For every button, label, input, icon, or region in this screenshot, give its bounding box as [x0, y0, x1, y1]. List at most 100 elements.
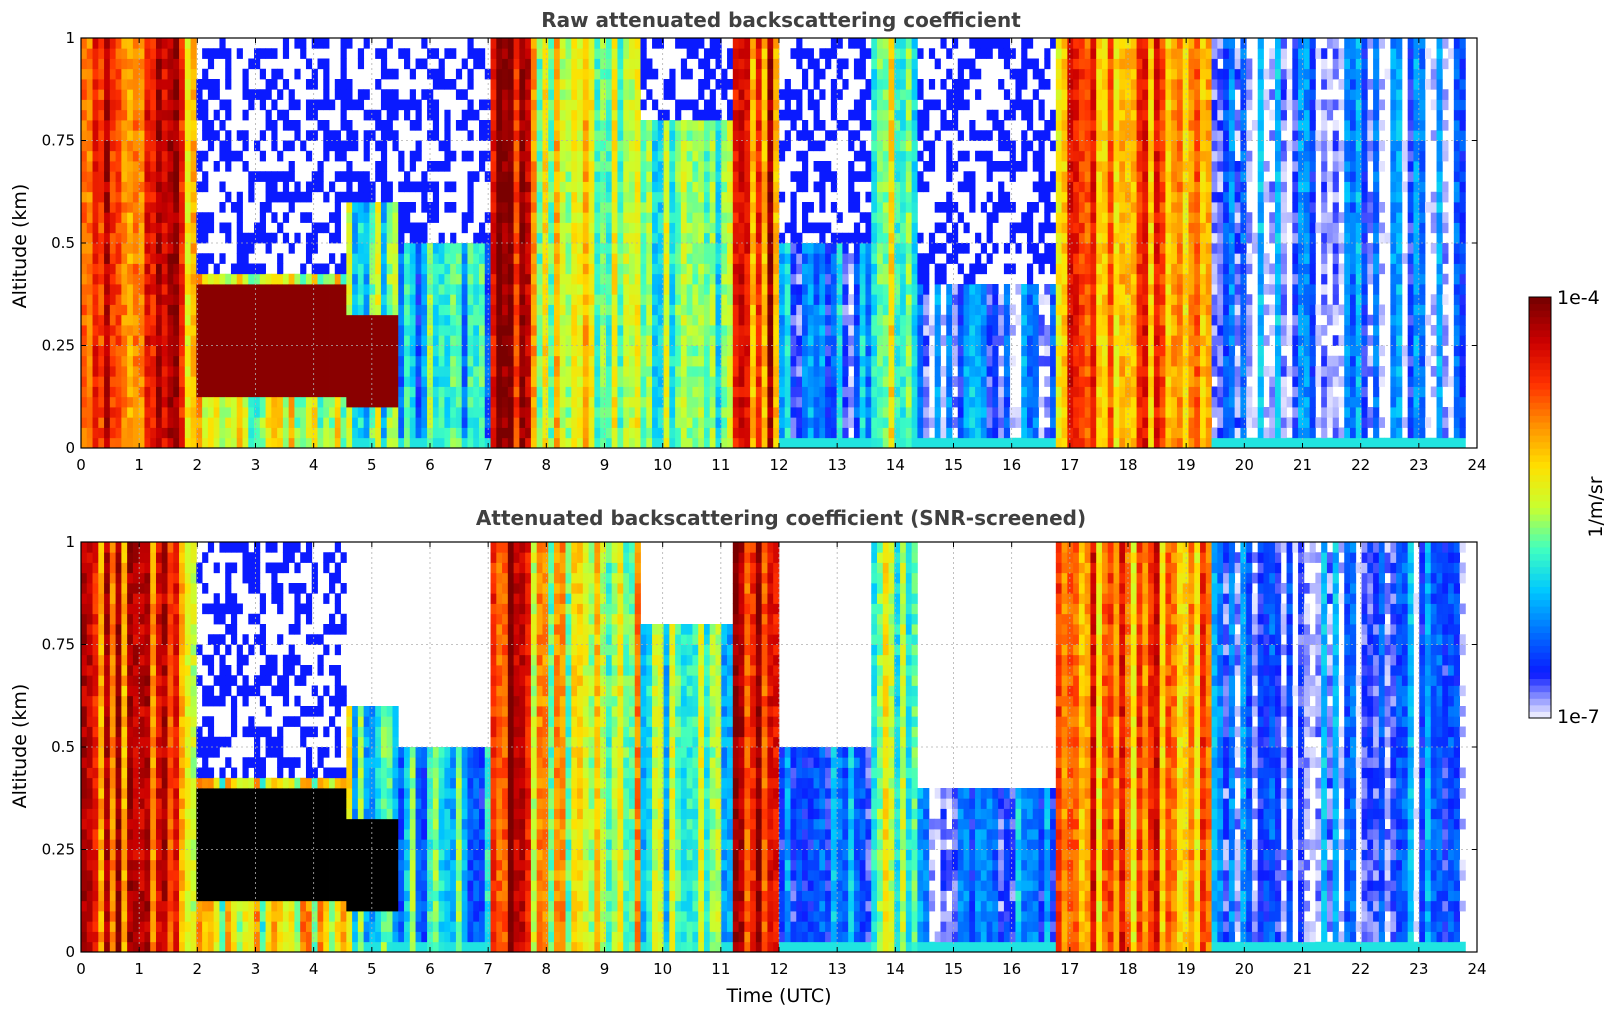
- heatmap-cell: [744, 89, 751, 100]
- heatmap-cell: [144, 99, 151, 111]
- heatmap-cell: [173, 181, 180, 193]
- heatmap-cell: [398, 376, 405, 387]
- heatmap-cell: [409, 314, 416, 326]
- heatmap-cell: [848, 386, 855, 398]
- heatmap-cell: [138, 376, 145, 387]
- heatmap-cell: [213, 427, 220, 439]
- heatmap-cell: [294, 417, 301, 428]
- heatmap-cell: [86, 68, 93, 80]
- heatmap-cell: [767, 68, 774, 80]
- heatmap-cell: [859, 253, 866, 264]
- heatmap-cell: [640, 161, 647, 172]
- heatmap-cell: [588, 376, 595, 387]
- heatmap-cell: [92, 263, 99, 275]
- heatmap-cell: [127, 191, 134, 203]
- heatmap-cell: [530, 345, 538, 357]
- heatmap-cell: [115, 407, 122, 418]
- heatmap-cell: [450, 366, 457, 377]
- heatmap-cell: [282, 396, 290, 408]
- heatmap-cell: [859, 150, 866, 162]
- heatmap-cell: [617, 68, 624, 80]
- heatmap-cell: [496, 212, 503, 223]
- heatmap-cell: [692, 304, 699, 316]
- heatmap-cell: [311, 273, 318, 285]
- heatmap-cell: [213, 345, 220, 357]
- heatmap-cell: [513, 243, 520, 254]
- heatmap-cell: [559, 120, 566, 131]
- heatmap-cell: [132, 437, 140, 449]
- heatmap-cell: [121, 314, 128, 326]
- heatmap-cell: [721, 355, 728, 367]
- heatmap-cell: [761, 345, 768, 357]
- heatmap-cell: [548, 314, 555, 326]
- heatmap-cell: [271, 345, 278, 357]
- heatmap-cell: [386, 253, 393, 264]
- heatmap-cell: [138, 417, 145, 428]
- heatmap-cell: [305, 437, 313, 449]
- heatmap-cell: [553, 161, 561, 172]
- heatmap-cell: [871, 325, 878, 336]
- heatmap-cell: [871, 366, 878, 377]
- heatmap-cell: [329, 140, 336, 152]
- heatmap-cell: [744, 427, 751, 439]
- heatmap-cell: [917, 294, 924, 305]
- heatmap-cell: [490, 427, 497, 439]
- heatmap-cell: [628, 181, 636, 193]
- heatmap-cell: [698, 58, 705, 70]
- heatmap-cell: [571, 437, 578, 449]
- heatmap-cell: [236, 335, 243, 346]
- heatmap-cell: [150, 253, 157, 264]
- heatmap-cell: [703, 335, 711, 346]
- heatmap-cell: [715, 222, 722, 234]
- heatmap-cell: [628, 109, 636, 121]
- heatmap-cell: [421, 284, 428, 295]
- heatmap-cell: [553, 212, 561, 223]
- heatmap-cell: [109, 109, 117, 121]
- heatmap-cell: [600, 314, 607, 326]
- heatmap-cell: [709, 345, 716, 357]
- heatmap-cell: [640, 376, 647, 387]
- heatmap-cell: [894, 48, 901, 59]
- heatmap-cell: [640, 355, 647, 367]
- heatmap-cell: [502, 171, 509, 182]
- heatmap-cell: [877, 222, 884, 234]
- heatmap-cell: [92, 243, 99, 254]
- heatmap-cell: [582, 48, 589, 59]
- heatmap-cell: [323, 140, 330, 152]
- heatmap-cell: [490, 314, 497, 326]
- heatmap-cell: [819, 181, 826, 193]
- heatmap-cell: [81, 222, 88, 234]
- heatmap-cell: [467, 376, 474, 387]
- heatmap-cell: [363, 109, 370, 121]
- heatmap-cell: [553, 140, 561, 152]
- heatmap-cell: [611, 437, 618, 449]
- heatmap-cell: [571, 222, 578, 234]
- heatmap-cell: [415, 427, 422, 439]
- heatmap-cell: [646, 232, 653, 244]
- heatmap-cell: [121, 376, 128, 387]
- heatmap-cell: [807, 253, 814, 264]
- heatmap-cell: [784, 355, 791, 367]
- heatmap-cell: [680, 232, 688, 244]
- heatmap-cell: [461, 335, 468, 346]
- heatmap-cell: [86, 345, 93, 357]
- heatmap-cell: [709, 202, 716, 213]
- heatmap-cell: [732, 427, 739, 439]
- heatmap-cell: [86, 437, 93, 449]
- heatmap-cell: [415, 99, 422, 111]
- heatmap-cell: [502, 396, 509, 408]
- heatmap-cell: [727, 304, 734, 316]
- heatmap-cell: [92, 253, 99, 264]
- heatmap-cell: [836, 396, 843, 408]
- heatmap-cell: [617, 386, 624, 398]
- heatmap-cell: [121, 396, 128, 408]
- heatmap-cell: [894, 99, 901, 111]
- heatmap-cell: [254, 222, 261, 234]
- heatmap-cell: [81, 109, 88, 121]
- heatmap-cell: [507, 79, 515, 90]
- heatmap-cell: [542, 396, 549, 408]
- heatmap-cell: [317, 417, 324, 428]
- heatmap-cell: [340, 304, 347, 316]
- heatmap-cell: [184, 89, 191, 100]
- heatmap-cell: [179, 79, 186, 90]
